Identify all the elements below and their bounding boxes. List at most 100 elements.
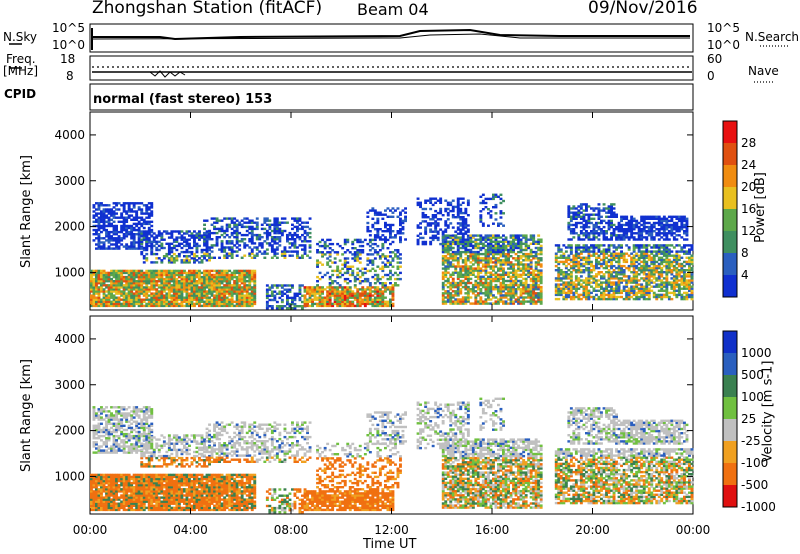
heatmap-cell (396, 230, 400, 233)
heatmap-cell (240, 288, 244, 291)
heatmap-cell (454, 205, 458, 209)
heatmap-cell (509, 283, 513, 287)
heatmap-cell (198, 280, 201, 283)
heatmap-cell (376, 280, 380, 283)
heatmap-cell (574, 258, 578, 262)
heatmap-cell (127, 233, 131, 236)
heatmap-cell (469, 244, 473, 248)
heatmap-cell (650, 250, 654, 253)
heatmap-cell (90, 296, 93, 299)
heatmap-cell (273, 236, 277, 239)
heatmap-cell (439, 201, 443, 204)
heatmap-cell (597, 246, 601, 249)
heatmap-cell (602, 258, 606, 262)
heatmap-cell (358, 280, 362, 283)
heatmap-cell (645, 277, 649, 280)
heatmap-cell (180, 296, 184, 299)
heatmap-cell (650, 258, 654, 262)
heatmap-cell (210, 277, 214, 281)
heatmap-cell (235, 298, 239, 301)
heatmap-cell (326, 292, 330, 295)
heatmap-cell (150, 304, 154, 308)
heatmap-cell (441, 275, 445, 278)
heatmap-cell (557, 275, 561, 278)
heatmap-cell (190, 234, 194, 237)
heatmap-cell (502, 244, 505, 248)
heatmap-cell (208, 273, 211, 277)
heatmap-cell (617, 291, 621, 295)
heatmap-cell (476, 285, 480, 289)
heatmap-cell (617, 258, 621, 262)
heatmap-cell (230, 227, 234, 231)
heatmap-cell (193, 284, 196, 287)
heatmap-cell (188, 238, 191, 241)
heatmap-cell (286, 238, 289, 241)
heatmap-cell (509, 275, 513, 278)
heatmap-cell (615, 246, 618, 249)
heatmap-cell (592, 275, 596, 278)
heatmap-cell (120, 294, 124, 297)
heatmap-cell (396, 277, 400, 281)
heatmap-cell (157, 248, 161, 252)
heatmap-cell (112, 284, 116, 287)
heatmap-cell (610, 287, 613, 290)
heatmap-cell (333, 300, 337, 303)
heatmap-cell (298, 288, 302, 291)
heatmap-cell (172, 269, 176, 273)
heatmap-cell (278, 221, 282, 224)
heatmap-cell (358, 292, 362, 295)
heatmap-cell (200, 248, 204, 252)
heatmap-cell (497, 275, 500, 278)
heatmap-cell (270, 305, 274, 308)
heatmap-cell (622, 254, 626, 257)
heatmap-cell (195, 273, 199, 277)
heatmap-cell (416, 226, 420, 229)
heatmap-cell (157, 234, 161, 237)
heatmap-cell (321, 296, 324, 299)
heatmap-cell (484, 302, 488, 305)
heatmap-cell (371, 261, 375, 264)
heatmap-cell (321, 253, 324, 256)
heatmap-cell (368, 261, 372, 264)
heatmap-cell (585, 285, 588, 288)
heatmap-cell (384, 300, 387, 303)
heatmap-cell (255, 221, 259, 224)
heatmap-cell (145, 284, 149, 287)
heatmap-cell (180, 288, 184, 291)
heatmap-cell (657, 293, 661, 297)
heatmap-cell (253, 233, 257, 237)
heatmap-cell (444, 248, 448, 252)
heatmap-cell (135, 247, 139, 250)
heatmap-cell (130, 294, 134, 297)
heatmap-cell (479, 259, 483, 262)
heatmap-cell (258, 238, 262, 241)
heatmap-cell (318, 286, 322, 289)
heatmap-cell (321, 238, 324, 242)
heatmap-cell (590, 244, 593, 247)
heatmap-cell (303, 286, 307, 289)
heatmap-cell (240, 294, 244, 297)
heatmap-cell (464, 257, 468, 260)
heatmap-cell (160, 236, 164, 239)
heatmap-cell (492, 255, 495, 258)
heatmap-cell (512, 269, 515, 272)
heatmap-cell (313, 302, 317, 306)
heatmap-cell (195, 298, 199, 301)
heatmap-cell (577, 283, 581, 286)
heatmap-cell (587, 252, 591, 255)
heatmap-cell (97, 241, 101, 244)
heatmap-cell (177, 294, 181, 297)
heatmap-cell (263, 240, 267, 243)
heatmap-cell (341, 290, 345, 293)
heatmap-cell (600, 281, 603, 284)
heatmap-cell (230, 250, 234, 253)
heatmap-cell (426, 216, 430, 219)
heatmap-cell (336, 288, 340, 291)
heatmap-cell (640, 244, 644, 247)
heatmap-cell (657, 244, 661, 247)
heatmap-cell (394, 255, 397, 258)
heatmap-cell (137, 235, 141, 238)
heatmap-cell (235, 282, 239, 285)
heatmap-cell (381, 298, 385, 301)
heatmap-cell (142, 248, 146, 252)
